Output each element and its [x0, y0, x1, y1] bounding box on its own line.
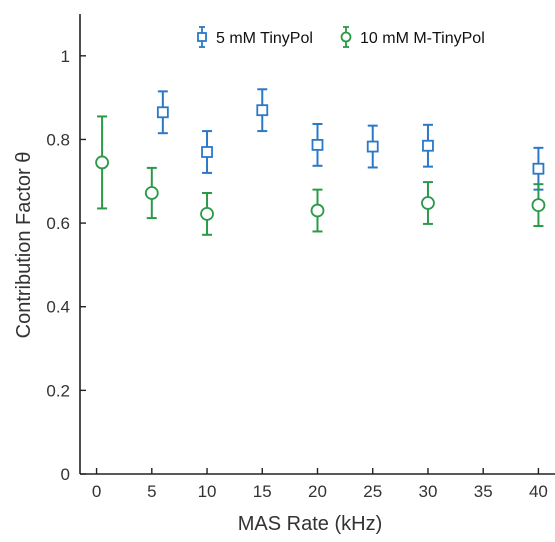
data-point: [96, 156, 108, 168]
series-2: [96, 116, 544, 234]
data-point: [423, 141, 433, 151]
x-axis-title: MAS Rate (kHz): [238, 513, 382, 535]
data-series: [96, 89, 544, 235]
data-point: [368, 142, 378, 152]
legend-label: 10 mM M-TinyPol: [360, 30, 485, 47]
y-tick-label: 0: [61, 465, 70, 484]
legend: 5 mM TinyPol 10 mM M-TinyPol: [198, 27, 485, 47]
y-tick-label: 1: [61, 47, 70, 66]
data-point: [533, 164, 543, 174]
x-tick-label: 5: [147, 482, 156, 501]
x-tick-label: 25: [363, 482, 382, 501]
legend-marker: [198, 33, 206, 41]
x-tick-label: 20: [308, 482, 327, 501]
data-point: [313, 140, 323, 150]
y-axis-title: Contribution Factor θ: [13, 152, 35, 339]
y-tick-label: 0.6: [46, 214, 70, 233]
legend-label: 5 mM TinyPol: [216, 30, 313, 47]
x-tick-label: 30: [419, 482, 438, 501]
x-tick-label: 35: [474, 482, 493, 501]
data-point: [532, 199, 544, 211]
x-tick-label: 10: [198, 482, 217, 501]
y-tick-label: 0.8: [46, 130, 70, 149]
data-point: [158, 107, 168, 117]
y-tick-label: 0.2: [46, 381, 70, 400]
x-tick-label: 40: [529, 482, 548, 501]
data-point: [422, 197, 434, 209]
data-point: [312, 205, 324, 217]
data-point: [201, 208, 213, 220]
data-point: [202, 147, 212, 157]
data-point: [146, 187, 158, 199]
x-tick-label: 0: [92, 482, 101, 501]
axes: 0 5 10 15 20 25 30 35 40 0 0.2 0.4 0.6 0.8 1: [46, 14, 555, 501]
y-tick-label: 0.4: [46, 298, 70, 317]
x-tick-label: 15: [253, 482, 272, 501]
legend-marker: [342, 33, 351, 42]
series-1: [158, 89, 544, 189]
data-point: [257, 105, 267, 115]
